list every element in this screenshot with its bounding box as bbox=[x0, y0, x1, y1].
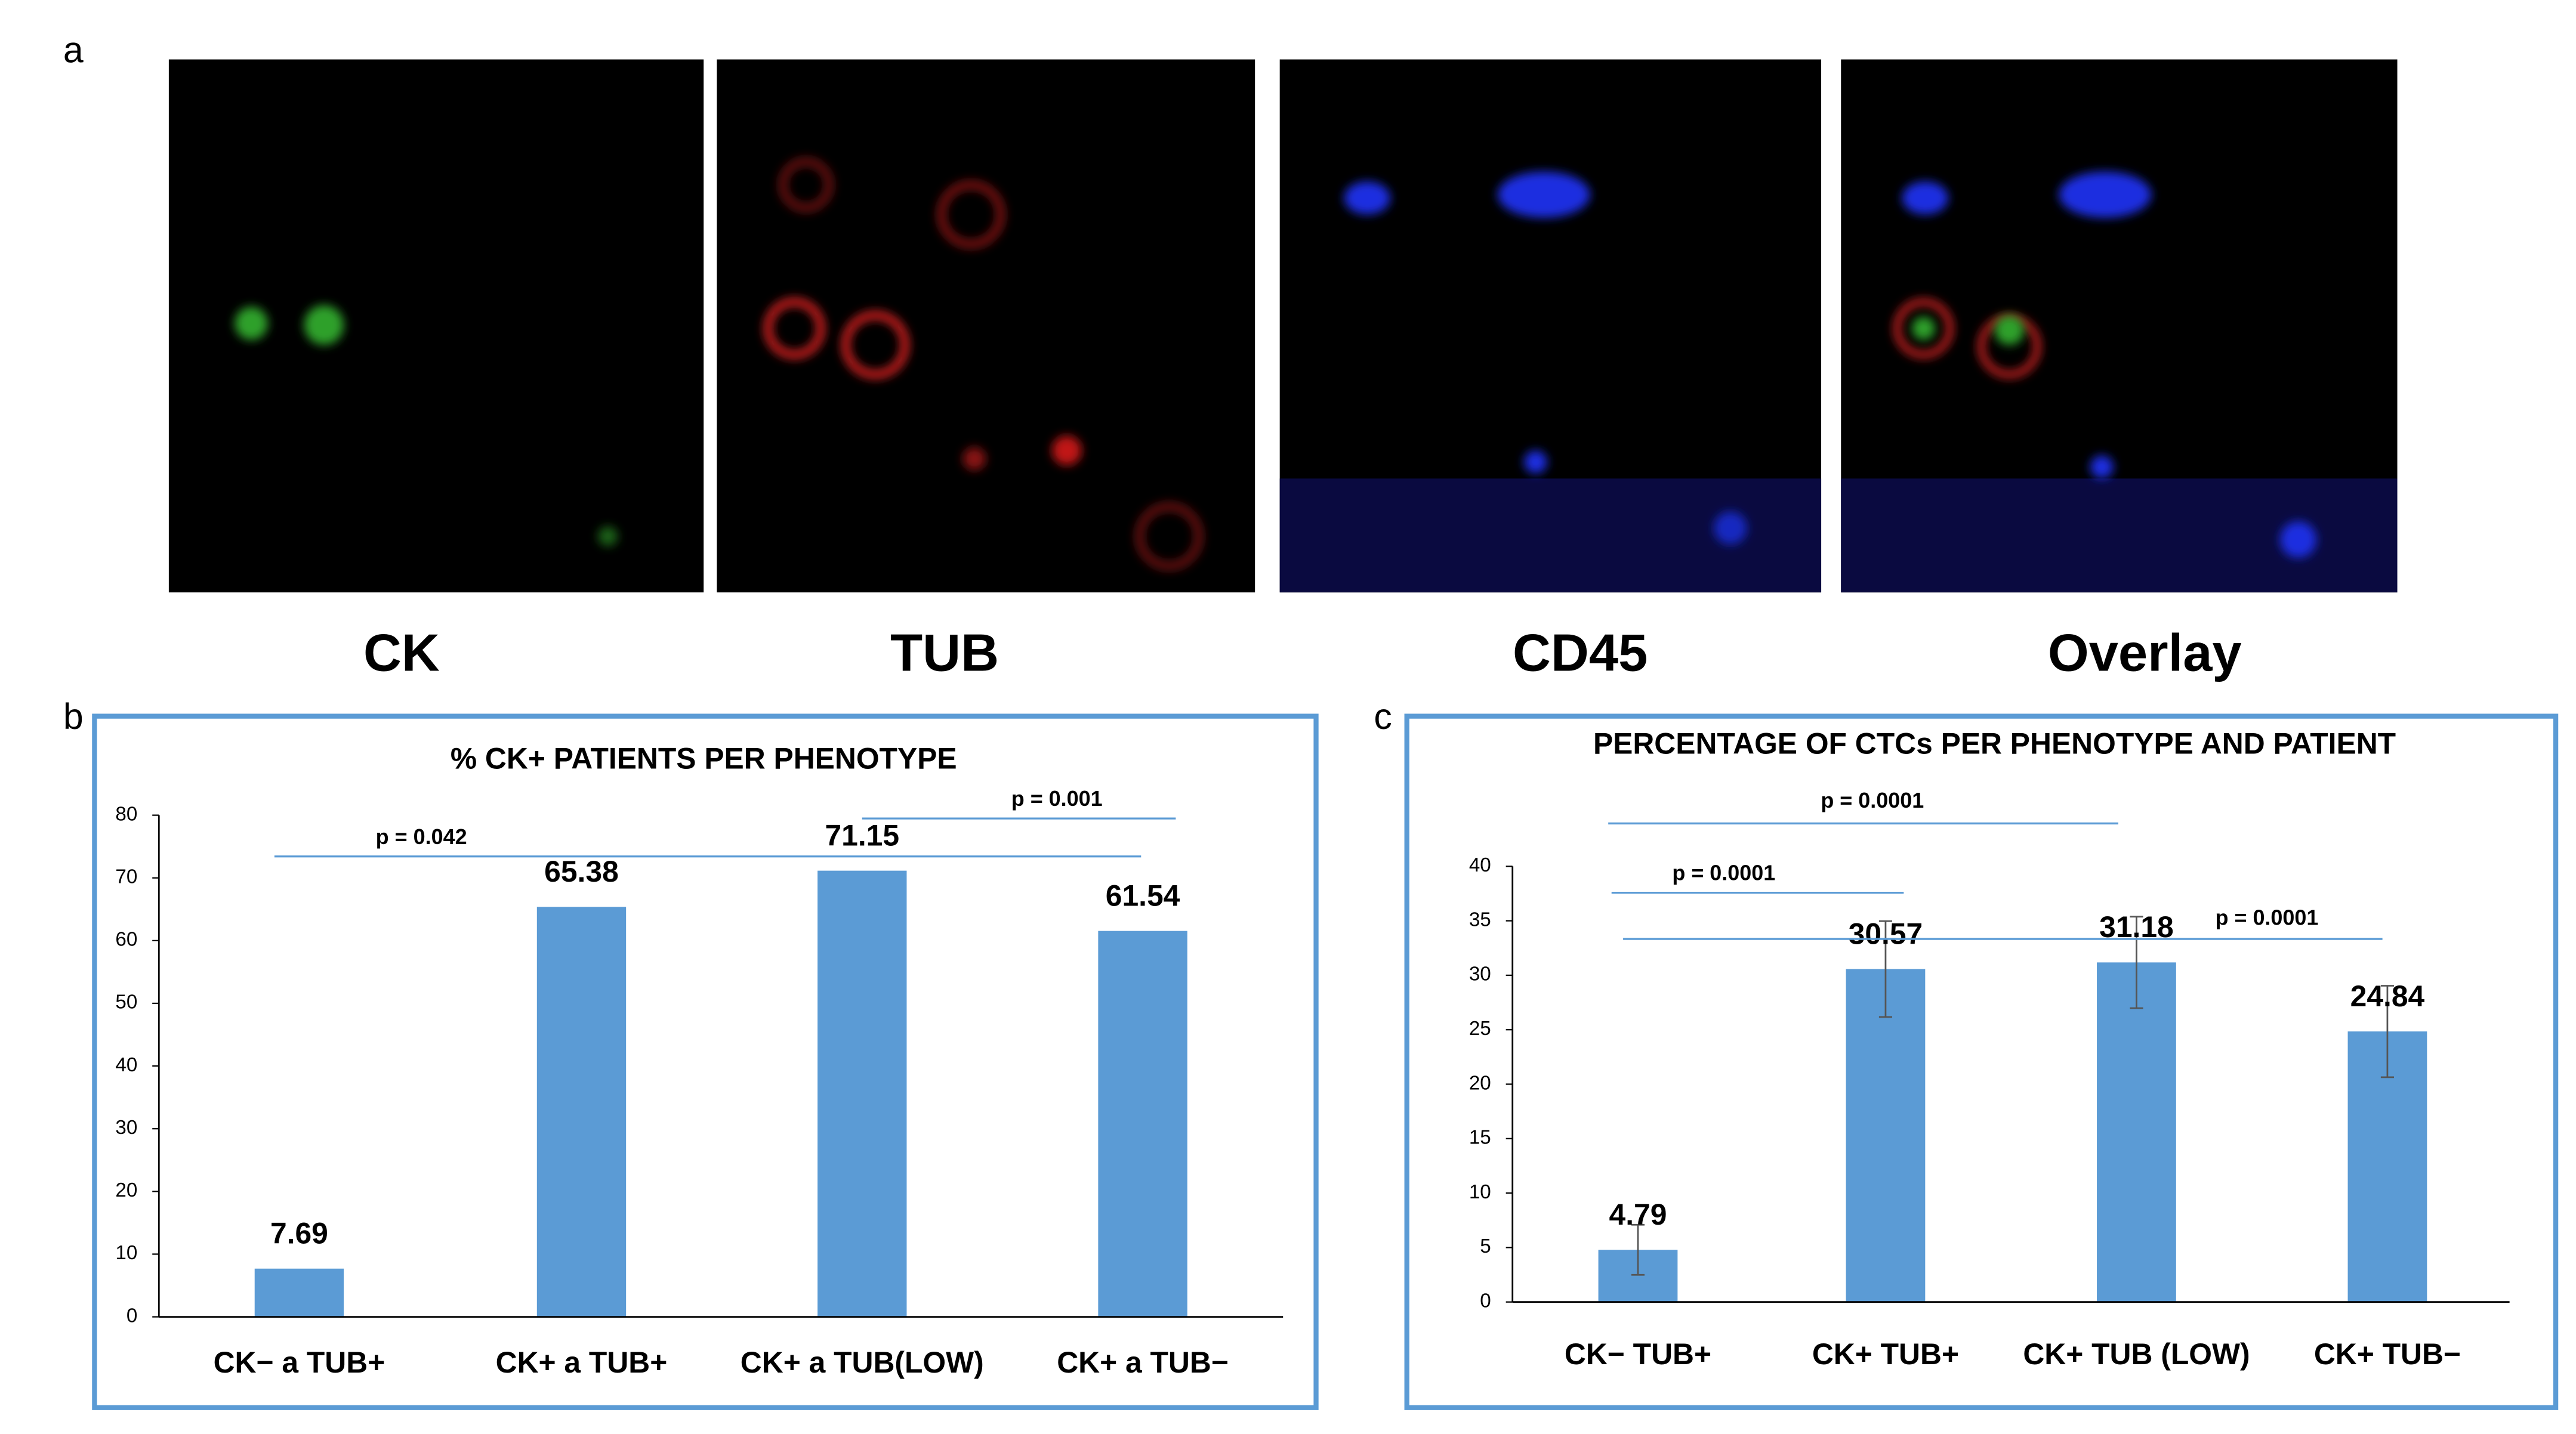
y-tick-label: 20 bbox=[1469, 1072, 1491, 1094]
y-tick-label: 20 bbox=[115, 1179, 137, 1201]
panel-frame bbox=[92, 713, 1319, 1410]
x-tick-label: CK− a TUB+ bbox=[214, 1346, 385, 1379]
micrograph-cd45 bbox=[1279, 59, 1822, 593]
x-tick-label: CK+ a TUB− bbox=[1057, 1346, 1229, 1379]
error-bar bbox=[2380, 985, 2394, 1078]
panel-label: b bbox=[63, 696, 84, 737]
value-label: 4.79 bbox=[1609, 1198, 1667, 1231]
y-tick-label: 80 bbox=[115, 803, 137, 825]
x-tick-label: CK+ TUB− bbox=[2314, 1337, 2461, 1371]
y-tick-label: 15 bbox=[1469, 1127, 1491, 1149]
annotation: p = 0.0001 bbox=[1672, 861, 1775, 885]
panel-label: c bbox=[1374, 696, 1392, 737]
y-tick-label: 0 bbox=[1480, 1290, 1491, 1312]
y-tick-label: 30 bbox=[1469, 963, 1491, 985]
value-label: 65.38 bbox=[544, 855, 619, 888]
y-tick-label: 60 bbox=[115, 929, 137, 951]
x-tick-label: CK+ TUB (LOW) bbox=[2023, 1337, 2250, 1371]
x-tick-label: CK+ a TUB(LOW) bbox=[741, 1346, 984, 1379]
value-label: 61.54 bbox=[1106, 879, 1180, 912]
y-tick-label: 40 bbox=[115, 1054, 137, 1076]
y-tick-label: 0 bbox=[127, 1305, 137, 1327]
micrograph-overlay bbox=[1841, 59, 2398, 593]
annotation: p = 0.0001 bbox=[1821, 788, 1924, 812]
y-tick-label: 5 bbox=[1480, 1235, 1491, 1257]
y-tick-label: 70 bbox=[115, 866, 137, 888]
bar bbox=[1098, 931, 1187, 1317]
annotation: p = 0.0001 bbox=[2216, 905, 2319, 929]
panel-frame bbox=[1404, 713, 2559, 1410]
value-label: 24.84 bbox=[2350, 979, 2425, 1013]
panel-label: a bbox=[63, 30, 84, 70]
y-tick-label: 25 bbox=[1469, 1018, 1491, 1040]
image-caption: CD45 bbox=[1513, 623, 1648, 682]
error-bar bbox=[2130, 916, 2143, 1009]
x-tick-label: CK− TUB+ bbox=[1565, 1337, 1711, 1371]
value-label: 7.69 bbox=[270, 1217, 328, 1250]
micrograph-ck bbox=[168, 59, 704, 593]
value-label: 71.15 bbox=[825, 818, 899, 852]
y-tick-label: 50 bbox=[115, 991, 137, 1013]
bar bbox=[536, 907, 627, 1317]
image-caption: TUB bbox=[890, 623, 999, 682]
annotation: p = 0.042 bbox=[376, 824, 467, 849]
x-tick-label: CK+ a TUB+ bbox=[496, 1346, 668, 1379]
y-tick-label: 30 bbox=[115, 1117, 137, 1139]
y-tick-label: 35 bbox=[1469, 908, 1491, 931]
x-tick-label: CK+ TUB+ bbox=[1812, 1337, 1959, 1371]
value-label: 30.57 bbox=[1849, 917, 1923, 950]
bar bbox=[817, 870, 907, 1317]
y-tick-label: 10 bbox=[115, 1242, 137, 1264]
chart-title: % CK+ PATIENTS PER PHENOTYPE bbox=[451, 741, 957, 775]
bar bbox=[2097, 962, 2176, 1302]
error-bar bbox=[1631, 1223, 1645, 1276]
chart-title: PERCENTAGE OF CTCs PER PHENOTYPE AND PAT… bbox=[1593, 727, 2396, 761]
y-tick-label: 10 bbox=[1469, 1181, 1491, 1203]
image-caption: CK bbox=[363, 623, 440, 682]
error-bar bbox=[1878, 920, 1893, 1018]
y-tick-label: 40 bbox=[1469, 854, 1491, 876]
annotation: p = 0.001 bbox=[1011, 786, 1103, 811]
bar bbox=[1846, 969, 1926, 1302]
bar bbox=[254, 1268, 344, 1317]
micrograph-tub bbox=[717, 59, 1255, 593]
image-caption: Overlay bbox=[2048, 623, 2242, 682]
